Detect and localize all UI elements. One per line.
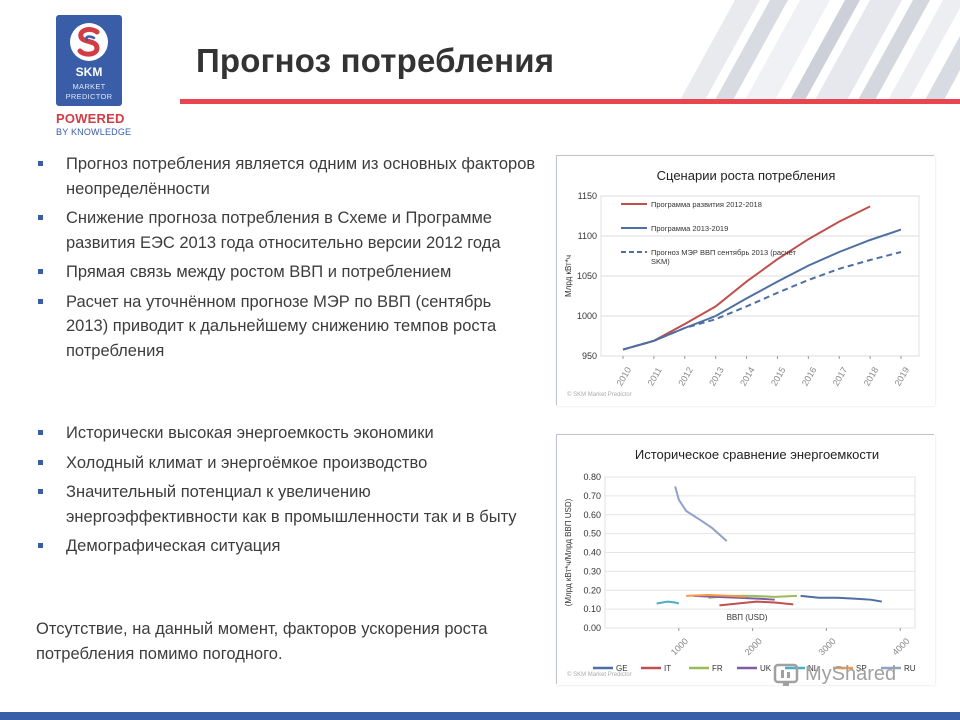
legend-label: IT xyxy=(664,664,671,673)
list-item: Исторически высокая энергоемкость эконом… xyxy=(36,421,536,446)
legend-label: GE xyxy=(616,664,628,673)
bullet-square-icon xyxy=(38,543,43,548)
y-tick-label: 0.50 xyxy=(583,529,601,539)
legend-label: RU xyxy=(904,664,916,673)
series-line xyxy=(674,486,728,542)
y-tick-label: 950 xyxy=(582,351,597,361)
list-item: Значительный потенциал к увеличению энер… xyxy=(36,480,536,529)
x-axis-label: ВВП (USD) xyxy=(727,613,768,622)
y-tick-label: 0.10 xyxy=(583,604,601,614)
bullet-text: Исторически высокая энергоемкость эконом… xyxy=(66,424,434,442)
legend-label: SP xyxy=(856,664,867,673)
legend-label: SKM) xyxy=(651,257,670,266)
y-tick-label: 1150 xyxy=(578,191,597,201)
chart-consumption-scenarios-svg: Сценарии роста потребления 950 1000 1050 110… xyxy=(557,156,935,406)
series-line xyxy=(622,205,871,351)
logo-name: SKM xyxy=(75,65,103,79)
chart-energy-intensity-svg: Историческое сравнение энергоемкости 0.00… xyxy=(557,435,935,685)
footer-bar xyxy=(0,712,960,720)
y-tick-label: 0.40 xyxy=(583,548,601,558)
list-item: Прогноз потребления является одним из ос… xyxy=(36,152,536,201)
list-item: Демографическая ситуация xyxy=(36,534,536,559)
bullet-square-icon xyxy=(38,269,43,274)
y-tick-label: 0.80 xyxy=(583,472,601,482)
y-tick-label: 0.60 xyxy=(583,510,601,520)
title-underline xyxy=(180,99,960,104)
myshared-logo-icon xyxy=(773,663,799,686)
series-line xyxy=(719,600,794,607)
logo-powered: POWERED xyxy=(56,111,125,126)
legend-label: Программа 2013-2019 xyxy=(651,224,728,233)
bullet-text: Снижение прогноза потребления в Схеме и … xyxy=(66,209,501,252)
legend-label: Программа развития 2012-2018 xyxy=(651,200,762,209)
series-line xyxy=(686,593,746,598)
bullet-text: Демографическая ситуация xyxy=(66,537,281,555)
list-item: Холодный климат и энергоёмкое производст… xyxy=(36,451,536,476)
series-line xyxy=(693,594,775,601)
bullet-square-icon xyxy=(38,298,43,304)
bullet-square-icon xyxy=(38,489,43,494)
skm-s-logo-icon xyxy=(70,23,108,61)
chart-copyright: © SKM Market Predictor xyxy=(567,671,632,678)
bullet-text: Холодный климат и энергоёмкое производст… xyxy=(66,453,428,472)
chart-consumption-scenarios: Сценарии роста потребления 950 1000 1050 110… xyxy=(556,155,935,406)
y-tick-label: 1100 xyxy=(578,231,597,241)
header-stripes-decoration xyxy=(680,0,960,100)
y-tick-label: 0.70 xyxy=(583,491,601,501)
bullet-text: Прямая связь между ростом ВВП и потребле… xyxy=(66,263,452,281)
skm-logo: SKM MARKET PREDICTOR xyxy=(56,15,122,106)
watermark: MyShared xyxy=(772,660,932,688)
series-line xyxy=(800,594,882,603)
bullet-text: Прогноз потребления является одним из ос… xyxy=(66,155,536,198)
legend-label: Прогноз МЭР ВВП сентябрь 2013 (расчет xyxy=(651,248,797,257)
chart-title: Сценарии роста потребления xyxy=(657,168,836,183)
list-item: Расчет на уточнённом прогнозе МЭР по ВВП… xyxy=(36,290,536,364)
legend-label: NL xyxy=(808,664,819,673)
conclusion-text: Отсутствие, на данный момент, факторов у… xyxy=(36,620,488,663)
y-axis-label: (Млрд кВт*ч/Млрд ВВП USD) xyxy=(564,498,573,606)
watermark-text: MyShared xyxy=(805,663,897,685)
y-tick-label: 0.30 xyxy=(583,566,601,576)
y-tick-label: 1000 xyxy=(577,311,597,321)
list-item: Снижение прогноза потребления в Схеме и … xyxy=(36,206,536,255)
legend-label: FR xyxy=(712,664,723,673)
list-item: Прямая связь между ростом ВВП и потребле… xyxy=(36,260,536,285)
bullet-list-bottom: Исторически высокая энергоемкость эконом… xyxy=(36,421,536,564)
y-tick-label: 0.20 xyxy=(583,585,601,595)
bullet-text: Расчет на уточнённом прогнозе МЭР по ВВП… xyxy=(66,292,497,360)
series-line xyxy=(656,600,680,605)
series-line xyxy=(622,228,902,351)
bullet-square-icon xyxy=(38,215,43,220)
logo-by-knowledge: BY KNOWLEDGE xyxy=(56,127,132,137)
y-tick-label: 0.00 xyxy=(583,623,601,633)
bullet-square-icon xyxy=(38,161,43,166)
logo-line2: PREDICTOR xyxy=(65,92,113,101)
bullet-text: Значительный потенциал к увеличению энер… xyxy=(66,483,517,526)
chart-energy-intensity: Историческое сравнение энергоемкости 0.00… xyxy=(556,434,935,685)
logo-line1: MARKET xyxy=(72,82,106,91)
legend-label: UK xyxy=(760,664,772,673)
chart-copyright: © SKM Market Predictor xyxy=(567,391,632,398)
page-title: Прогноз потребления xyxy=(196,42,555,79)
y-tick-label: 1050 xyxy=(577,271,597,281)
bullet-list-top: Прогноз потребления является одним из ос… xyxy=(36,152,536,368)
bullet-square-icon xyxy=(38,459,43,465)
chart-title: Историческое сравнение энергоемкости xyxy=(635,447,879,462)
y-axis-label: Млрд кВт*ч xyxy=(564,255,573,297)
bullet-square-icon xyxy=(38,430,43,435)
